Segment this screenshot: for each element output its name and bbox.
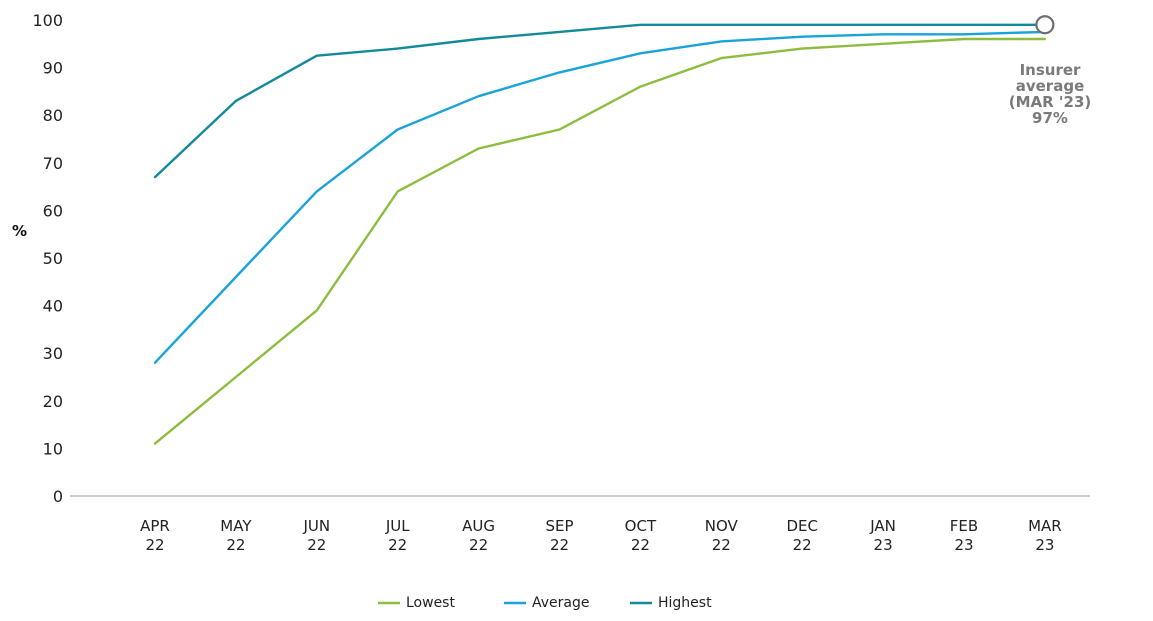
x-tick-label: 22 bbox=[307, 536, 326, 554]
y-tick-label: 100 bbox=[32, 11, 63, 30]
y-tick-label: 60 bbox=[43, 201, 63, 220]
x-tick-label: 22 bbox=[550, 536, 569, 554]
x-tick-label: 23 bbox=[1035, 536, 1054, 554]
x-tick-label: 22 bbox=[712, 536, 731, 554]
y-tick-label: 70 bbox=[43, 154, 63, 173]
x-tick-label: 23 bbox=[954, 536, 973, 554]
annotation-text: 97% bbox=[1032, 109, 1068, 127]
x-tick-label: MAR bbox=[1028, 517, 1062, 535]
y-tick-label: 30 bbox=[43, 344, 63, 363]
annotation-marker bbox=[1035, 15, 1055, 35]
legend-label-average: Average bbox=[532, 595, 590, 611]
x-tick-label: 22 bbox=[793, 536, 812, 554]
y-tick-label: 50 bbox=[43, 249, 63, 268]
x-tick-label: JUL bbox=[385, 517, 410, 535]
series-line-average bbox=[153, 30, 1047, 364]
y-tick-label: 90 bbox=[43, 59, 63, 78]
x-tick-label: 22 bbox=[388, 536, 407, 554]
x-tick-label: DEC bbox=[786, 517, 818, 535]
annotation-text: (MAR '23) bbox=[1009, 93, 1092, 111]
y-tick-label: 80 bbox=[43, 106, 63, 125]
x-tick-label: FEB bbox=[950, 517, 978, 535]
annotation-text: Insurer bbox=[1020, 61, 1081, 79]
y-tick-label: 10 bbox=[43, 439, 63, 458]
y-tick-label: 40 bbox=[43, 297, 63, 316]
series-line-highest bbox=[153, 23, 1047, 179]
x-tick-label: SEP bbox=[545, 517, 573, 535]
x-tick-label: OCT bbox=[625, 517, 657, 535]
y-tick-label: 0 bbox=[53, 487, 63, 506]
x-tick-label: NOV bbox=[705, 517, 739, 535]
y-axis-title: % bbox=[12, 222, 27, 240]
x-tick-label: 22 bbox=[469, 536, 488, 554]
x-tick-label: 22 bbox=[145, 536, 164, 554]
x-tick-label: MAY bbox=[220, 517, 252, 535]
annotation-text: average bbox=[1016, 77, 1085, 95]
y-tick-label: 20 bbox=[43, 392, 63, 411]
x-tick-label: 22 bbox=[226, 536, 245, 554]
x-tick-label: 22 bbox=[631, 536, 650, 554]
x-tick-label: JAN bbox=[869, 517, 896, 535]
series-line-lowest bbox=[153, 37, 1047, 445]
x-tick-label: 23 bbox=[874, 536, 893, 554]
x-tick-label: APR bbox=[140, 517, 170, 535]
x-tick-label: AUG bbox=[462, 517, 495, 535]
legend-label-highest: Highest bbox=[658, 595, 712, 611]
legend-label-lowest: Lowest bbox=[406, 595, 455, 611]
x-tick-label: JUN bbox=[302, 517, 330, 535]
